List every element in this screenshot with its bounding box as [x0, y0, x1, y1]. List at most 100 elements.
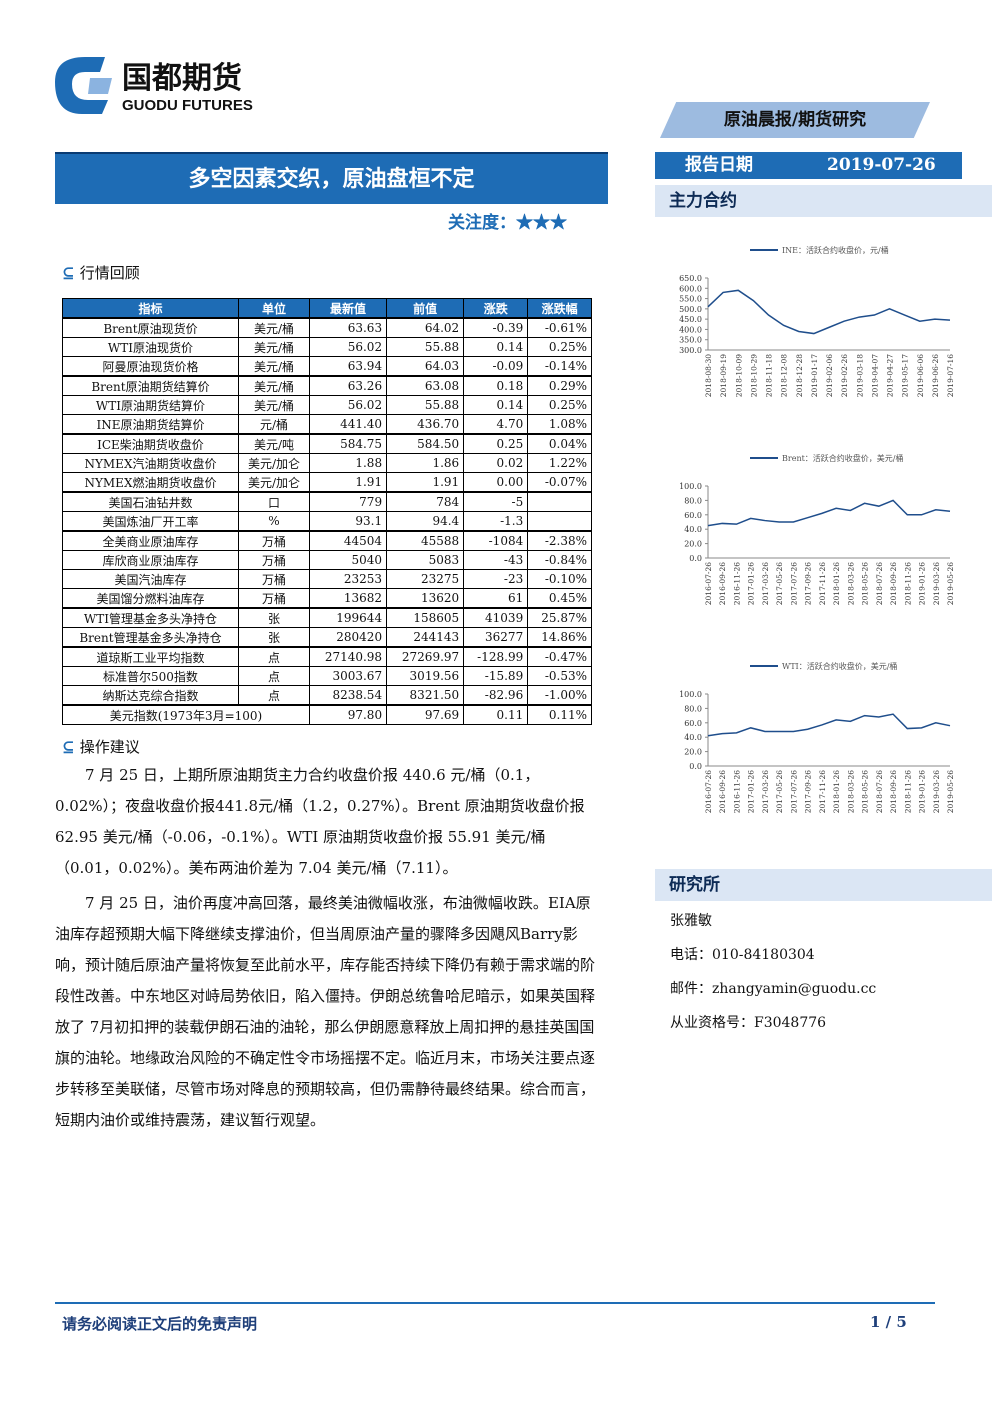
x-tick-label: 2016-07-26	[704, 770, 713, 813]
header-cell: 前值	[386, 298, 465, 319]
y-tick-label: 60.0	[684, 719, 702, 728]
data-table: 指标 单位 最新值 前值 涨跌 涨跌幅 Brent原油现货价 美元/桶 63.63 64.02 -0…	[62, 298, 592, 725]
x-tick-label: 2018-12-28	[795, 354, 804, 397]
table-cell: 美元/桶	[237, 356, 310, 377]
table-cell: 0.04%	[527, 433, 592, 454]
table-cell: 美元/桶	[237, 317, 310, 338]
table-row: WTI原油现货价 美元/桶 56.02 55.88 0.14 0.25%	[62, 337, 592, 357]
table-row: Brent管理基金多头净持仓张 280420 244143 36277 14.86%	[62, 627, 592, 648]
page-number: 1 / 5	[870, 1313, 907, 1331]
table-cell: 5083	[386, 550, 465, 570]
table-cell: 0.00	[463, 472, 529, 493]
table-cell: 0.25%	[527, 395, 592, 415]
table-cell: -23	[463, 569, 529, 589]
table-cell: -0.53%	[527, 666, 592, 686]
section-heading: ⊆ 操作建议	[62, 738, 140, 756]
logo-mark	[55, 57, 108, 114]
table-cell: 纳斯达克综合指数	[62, 685, 239, 706]
table-row: ICE柴油期货收盘价 美元/吨 584.75 584.50 0.25 0.04%	[62, 433, 592, 454]
paragraph: 7 月 25 日，油价再度冲高回落，最终美油微幅收涨，布油微幅收跌。EIA原油库…	[55, 894, 596, 1129]
table-cell: 55.88	[386, 395, 465, 415]
y-tick-label: 80.0	[684, 496, 702, 505]
x-tick-label: 2016-09-26	[718, 562, 727, 605]
x-tick-label: 2017-05-26	[775, 562, 784, 605]
y-tick-label: 100.0	[679, 690, 702, 699]
x-tick-label: 2018-09-26	[889, 562, 898, 605]
table-row: 全美商业原油库存 万桶 44504 45588 -1084 -2.38%	[62, 530, 592, 551]
header-cell: 涨跌幅	[527, 298, 592, 319]
table-cell: 63.63	[308, 317, 388, 338]
table-cell: -0.39	[463, 317, 529, 338]
table-cell: 美国石油钻井数	[62, 491, 239, 512]
table-head: 指标 单位 最新值 前值 涨跌 涨跌幅	[62, 298, 592, 319]
x-tick-label: 2017-09-26	[804, 562, 813, 605]
data-line	[707, 713, 951, 737]
x-tick-label: 2016-07-26	[704, 562, 713, 605]
table-cell: 0.18	[463, 375, 529, 396]
table-cell: 元/桶	[237, 414, 310, 435]
table-cell: 97.69	[386, 704, 465, 725]
table-cell: -0.47%	[527, 646, 592, 667]
table-cell: 0.25	[463, 433, 529, 454]
table-cell: -5	[463, 491, 529, 512]
x-tick-label: 2018-11-26	[903, 770, 912, 813]
phone: 电话：010-84180304	[670, 947, 815, 963]
table-cell: -82.96	[463, 685, 529, 706]
y-tick-label: 300.0	[679, 346, 702, 355]
table-cell: 8321.50	[386, 685, 465, 706]
table-cell: 0.25%	[527, 337, 592, 357]
table-cell: 美元/加仑	[237, 453, 310, 473]
section-heading: ⊆ 行情回顾	[62, 264, 140, 282]
table-cell: 584.50	[386, 433, 465, 454]
legend-label: WTI：活跃合约收盘价，美元/桶	[782, 661, 897, 671]
table-cell: 64.03	[386, 356, 465, 377]
table-cell	[527, 511, 592, 532]
table-cell: 45588	[386, 530, 465, 551]
x-tick-label: 2018-05-26	[861, 770, 870, 813]
table-cell: 5040	[308, 550, 388, 570]
analyst: 张雅敏	[670, 913, 712, 929]
table-cell: 0.11	[463, 704, 529, 725]
row-group: 美国石油钻井数口 779 784 -5 美国炼油厂开工率% 93.1 94.4 -1.3	[62, 491, 592, 532]
table-cell: 61	[463, 588, 529, 609]
date-value: 2019-07-26	[827, 155, 936, 175]
section-heading: 主力合约	[655, 185, 992, 217]
table-cell: 158605	[386, 607, 465, 628]
table-cell: 美国炼油厂开工率	[62, 511, 239, 532]
table-cell: WTI原油期货结算价	[62, 395, 239, 415]
table-cell: INE原油期货结算价	[62, 414, 239, 435]
table-cell: 8238.54	[308, 685, 388, 706]
y-tick-label: 0.0	[689, 554, 702, 563]
table-row: 美国馏分燃料油库存 万桶 13682 13620 61 0.45%	[62, 588, 592, 609]
table-cell: 41039	[463, 607, 529, 628]
y-tick-label: 40.0	[684, 525, 702, 534]
table-cell: 点	[237, 685, 310, 706]
x-tick-label: 2018-03-26	[846, 770, 855, 813]
table-cell: 56.02	[308, 337, 388, 357]
table-cell: 美国汽油库存	[62, 569, 239, 589]
x-tick-label: 2018-10-09	[734, 354, 743, 397]
x-tick-label: 2017-07-26	[789, 770, 798, 813]
x-tick-label: 2017-07-26	[789, 562, 798, 605]
table-row: 库欣商业原油库存 万桶 5040 5083 -43 -0.84%	[62, 550, 592, 570]
table-row: 美元指数(1973年3月=100) 97.80 97.69 0.11 0.11%	[62, 704, 592, 725]
table-cell: 0.14	[463, 395, 529, 415]
row-group: 道琼斯工业平均指数点 27140.98 27269.97 -128.99 -0.47% 标…	[62, 646, 592, 706]
y-tick-label: 450.0	[679, 315, 702, 324]
table-row: 指标 单位 最新值 前值 涨跌 涨跌幅	[62, 298, 592, 319]
row-group: WTI管理基金多头净持仓张 199644 158605 41039 25.87% Bren…	[62, 607, 592, 648]
table-row: 道琼斯工业平均指数点 27140.98 27269.97 -128.99 -0.47%	[62, 646, 592, 667]
data-line	[707, 499, 951, 527]
table-cell: WTI管理基金多头净持仓	[62, 607, 239, 628]
row-group: 全美商业原油库存 万桶 44504 45588 -1084 -2.38% 库欣商业原油库存万…	[62, 530, 592, 609]
table-cell: 4.70	[463, 414, 529, 435]
table-cell: 美国馏分燃料油库存	[62, 588, 239, 609]
table-row: WTI原油期货结算价 美元/桶 56.02 55.88 0.14 0.25%	[62, 395, 592, 415]
table-cell: 14.86%	[527, 627, 592, 648]
row-group: Brent原油现货价 美元/桶 63.63 64.02 -0.39 -0.61% WTI原油…	[62, 317, 592, 377]
y-tick-label: 100.0	[679, 482, 702, 491]
table-cell: 1.91	[308, 472, 388, 493]
table-row: INE原油期货结算价 元/桶 441.40 436.70 4.70 1.08%	[62, 414, 592, 435]
table-cell: -0.07%	[527, 472, 592, 493]
